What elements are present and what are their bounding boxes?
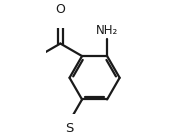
Text: NH₂: NH₂ (96, 24, 118, 37)
Text: S: S (65, 123, 74, 136)
Text: O: O (56, 3, 65, 16)
